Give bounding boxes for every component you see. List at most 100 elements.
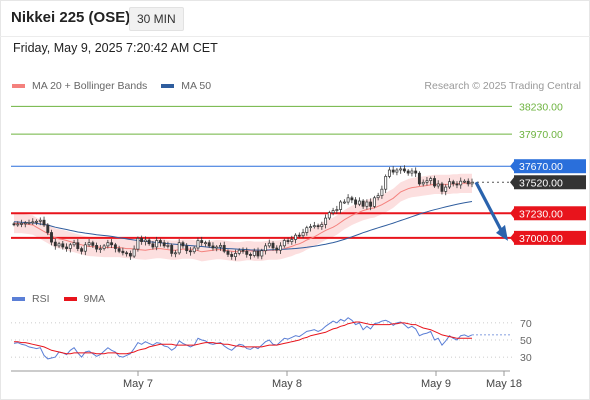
candle-body (342, 201, 346, 204)
candle-body (173, 252, 177, 255)
candle-body (192, 247, 196, 253)
candle-body (16, 223, 20, 226)
candle-body (260, 250, 264, 257)
candle (260, 248, 264, 260)
candle-body (91, 242, 95, 246)
ma9-swatch (63, 297, 77, 301)
candle (429, 176, 433, 185)
candle-body (380, 188, 384, 196)
candle (417, 171, 421, 186)
candle (196, 237, 200, 251)
candle (151, 240, 155, 250)
candle-body (470, 181, 474, 185)
candle-body (256, 250, 260, 257)
candle (470, 178, 474, 188)
candle-body (140, 238, 144, 242)
candle-body (219, 245, 222, 248)
candle (312, 221, 316, 229)
candle-body (249, 254, 252, 256)
candle-body (271, 242, 275, 249)
candle (125, 250, 129, 257)
candle-body (53, 241, 57, 247)
candle-body (275, 247, 279, 251)
candle (102, 243, 106, 251)
copyright-text: Research © 2025 Trading Central (424, 80, 581, 92)
candle-body (31, 221, 35, 224)
candle (406, 169, 410, 176)
candle (327, 210, 331, 221)
candle (215, 245, 219, 252)
candle-body (339, 201, 343, 210)
candle-body (132, 248, 136, 257)
candle-body (440, 183, 444, 192)
candle (57, 241, 61, 248)
candle-body (188, 250, 192, 253)
candle-body (215, 246, 219, 249)
candle-body (143, 239, 147, 242)
candle (222, 241, 226, 254)
candle-body (230, 254, 234, 257)
candle-body (410, 170, 414, 174)
level-label-2: 37970.00 (519, 129, 563, 141)
x-axis-label-4: May 18 (486, 378, 522, 390)
candle (402, 165, 406, 173)
candle-body (57, 243, 61, 247)
candle-body (436, 183, 440, 187)
candle (451, 179, 455, 187)
candle-body (361, 200, 365, 207)
candle (286, 237, 290, 245)
candle-body (399, 168, 403, 171)
candle (463, 179, 466, 184)
candle (173, 250, 177, 258)
candle (46, 223, 50, 236)
candle (376, 192, 380, 201)
candle-body (46, 224, 50, 233)
candle (219, 242, 222, 251)
level-label-1: 38230.00 (519, 101, 563, 113)
candle-body (110, 242, 114, 246)
candle (113, 242, 117, 253)
candle (399, 166, 403, 174)
candle (95, 242, 99, 253)
candle-body (290, 239, 294, 242)
candle (294, 233, 298, 244)
candle-body (335, 209, 339, 211)
candle (275, 245, 279, 254)
candle-body (395, 169, 399, 173)
candle-body (252, 250, 256, 256)
candle-body (391, 169, 395, 173)
candle (455, 181, 459, 189)
candle (12, 221, 16, 227)
candle (301, 228, 305, 239)
x-axis-label-3: May 9 (421, 378, 451, 390)
candle-body (106, 242, 110, 247)
candle (309, 223, 313, 232)
candle-body (222, 245, 226, 252)
candle-body (376, 195, 380, 199)
candle (162, 239, 166, 248)
level-tag-4 (514, 175, 586, 190)
candle (128, 250, 132, 260)
candle-body (324, 217, 328, 225)
timeframe-button[interactable]: 30 MIN (129, 7, 184, 31)
candle (132, 245, 136, 258)
candle-body (372, 197, 376, 207)
candle-body (125, 252, 129, 255)
candle-body (417, 172, 421, 185)
level-label-3: 37670.00 (519, 161, 563, 173)
candle-body (128, 253, 132, 257)
candle (264, 243, 267, 255)
candle-body (20, 223, 23, 225)
candle (177, 239, 181, 255)
candle (80, 246, 84, 255)
candle-body (68, 244, 72, 249)
level-label-5: 37230.00 (519, 208, 563, 220)
candle (68, 242, 72, 253)
candle (31, 218, 35, 225)
candle-body (155, 240, 159, 248)
candle-body (204, 242, 207, 245)
candle (147, 238, 151, 246)
candle (372, 195, 376, 209)
candle-body (267, 242, 271, 247)
candle (320, 221, 324, 230)
